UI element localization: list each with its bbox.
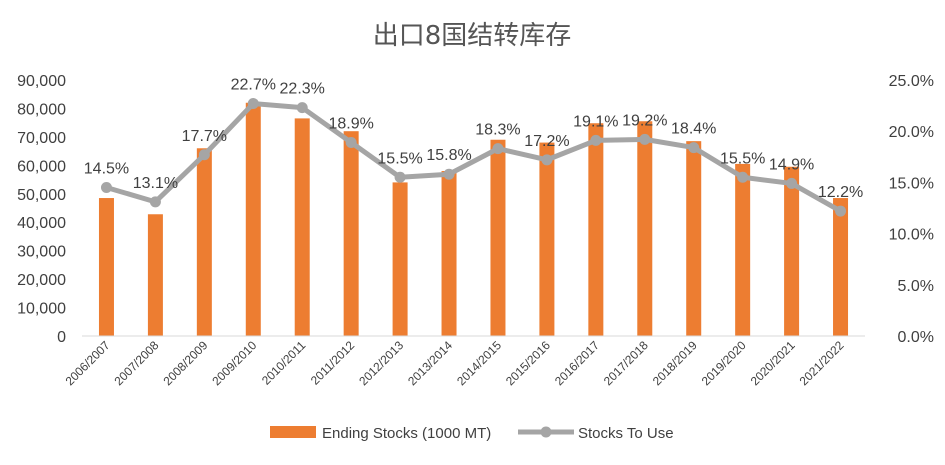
x-tick-label: 2019/2020 (699, 338, 749, 388)
legend-label-stocks-to-use: Stocks To Use (578, 425, 674, 442)
data-label-2013-2014: 15.8% (426, 147, 471, 164)
y-left-tick-label: 60,000 (17, 158, 66, 175)
data-label-2011-2012: 18.9% (328, 115, 373, 132)
point-2021-2022 (835, 205, 847, 217)
y-axis-left: 0 10,000 20,000 30,000 40,000 50,000 60,000 70,… (17, 73, 66, 346)
bar-2020-2021 (784, 166, 800, 336)
line-series: 14.5%13.1%17.7%22.7% 22.3%18.9%15.5% 15.8%… (84, 77, 863, 217)
data-label-2018-2019: 18.4% (671, 121, 716, 138)
bar-2019-2020 (735, 163, 751, 336)
data-label-2007-2008: 13.1% (133, 175, 178, 192)
point-2020-2021 (786, 177, 798, 189)
chart-title: 出口8国结转库存 (373, 21, 572, 51)
x-tick-label: 2010/2011 (259, 338, 309, 388)
x-tick-label: 2018/2019 (650, 338, 700, 388)
point-2006-2007 (100, 182, 112, 194)
bar-2010-2011 (294, 118, 310, 337)
y-left-tick-label: 30,000 (17, 244, 66, 261)
y-right-tick-label: 20.0% (889, 124, 934, 141)
x-tick-label: 2012/2013 (356, 338, 406, 388)
y-right-tick-label: 10.0% (889, 227, 934, 244)
legend-label-ending-stocks: Ending Stocks (1000 MT) (322, 425, 491, 442)
bar-2015-2016 (539, 142, 555, 336)
y-right-tick-label: 0.0% (898, 329, 934, 346)
x-tick-label: 2006/2007 (63, 338, 113, 388)
x-tick-label: 2017/2018 (601, 338, 651, 388)
point-2011-2012 (345, 136, 357, 148)
y-left-tick-label: 80,000 (17, 101, 66, 118)
point-2014-2015 (492, 143, 504, 155)
bar-2013-2014 (441, 171, 457, 336)
data-label-2006-2007: 14.5% (84, 161, 129, 178)
data-label-2021-2022: 12.2% (818, 184, 863, 201)
bar-2012-2013 (392, 182, 408, 336)
point-2015-2016 (541, 154, 553, 166)
bar-2017-2018 (637, 121, 653, 336)
legend: Ending Stocks (1000 MT) Stocks To Use (270, 425, 674, 442)
x-tick-label: 2007/2008 (112, 338, 162, 388)
data-label-2008-2009: 17.7% (182, 128, 227, 145)
bar-series (98, 102, 849, 337)
y-left-tick-label: 40,000 (17, 215, 66, 232)
data-label-2012-2013: 15.5% (377, 150, 422, 167)
bar-2007-2008 (147, 214, 163, 336)
y-right-tick-label: 5.0% (898, 278, 934, 295)
point-2013-2014 (443, 168, 455, 180)
legend-swatch-ending-stocks (270, 426, 316, 438)
y-right-tick-label: 15.0% (889, 175, 934, 192)
bar-2008-2009 (196, 148, 212, 336)
y-axis-right: 0.0% 5.0% 10.0% 15.0% 20.0% 25.0% (889, 73, 934, 346)
bar-2006-2007 (98, 198, 114, 336)
x-tick-label: 2008/2009 (160, 338, 210, 388)
data-label-2010-2011: 22.3% (280, 81, 325, 98)
bar-2021-2022 (833, 198, 849, 336)
x-tick-label: 2015/2016 (503, 338, 553, 388)
x-tick-label: 2014/2015 (454, 338, 504, 388)
x-tick-label: 2016/2017 (552, 338, 602, 388)
data-label-2016-2017: 19.1% (573, 113, 618, 130)
data-label-2014-2015: 18.3% (475, 122, 520, 139)
point-2010-2011 (296, 102, 308, 114)
point-2009-2010 (247, 98, 259, 110)
data-label-2017-2018: 19.2% (622, 112, 667, 129)
data-label-2019-2020: 15.5% (720, 150, 765, 167)
stocks-to-use-line (105, 101, 842, 214)
point-2008-2009 (198, 149, 210, 161)
data-label-2009-2010: 22.7% (231, 77, 276, 94)
y-left-tick-label: 20,000 (17, 272, 66, 289)
x-tick-label: 2020/2021 (748, 338, 798, 388)
bar-2018-2019 (686, 141, 702, 336)
x-tick-label: 2009/2010 (209, 338, 259, 388)
bar-2016-2017 (588, 123, 604, 336)
x-tick-label: 2013/2014 (405, 338, 455, 388)
bar-2011-2012 (343, 131, 359, 336)
x-tick-label: 2021/2022 (797, 338, 847, 388)
y-left-tick-label: 90,000 (17, 73, 66, 90)
y-left-tick-label: 0 (57, 329, 66, 346)
point-2019-2020 (737, 171, 749, 183)
point-2017-2018 (639, 133, 651, 145)
y-left-tick-label: 50,000 (17, 187, 66, 204)
y-left-tick-label: 70,000 (17, 130, 66, 147)
point-2018-2019 (688, 142, 700, 154)
bar-2014-2015 (490, 139, 506, 336)
x-tick-label: 2011/2012 (308, 338, 358, 388)
point-2012-2013 (394, 171, 406, 183)
point-2007-2008 (149, 196, 161, 208)
bar-2009-2010 (245, 102, 261, 336)
data-label-2020-2021: 14.9% (769, 156, 814, 173)
y-left-tick-label: 10,000 (17, 301, 66, 318)
data-label-2015-2016: 17.2% (524, 133, 569, 150)
y-right-tick-label: 25.0% (889, 73, 934, 90)
legend-marker-stocks-to-use (540, 426, 552, 438)
point-2016-2017 (590, 134, 602, 146)
